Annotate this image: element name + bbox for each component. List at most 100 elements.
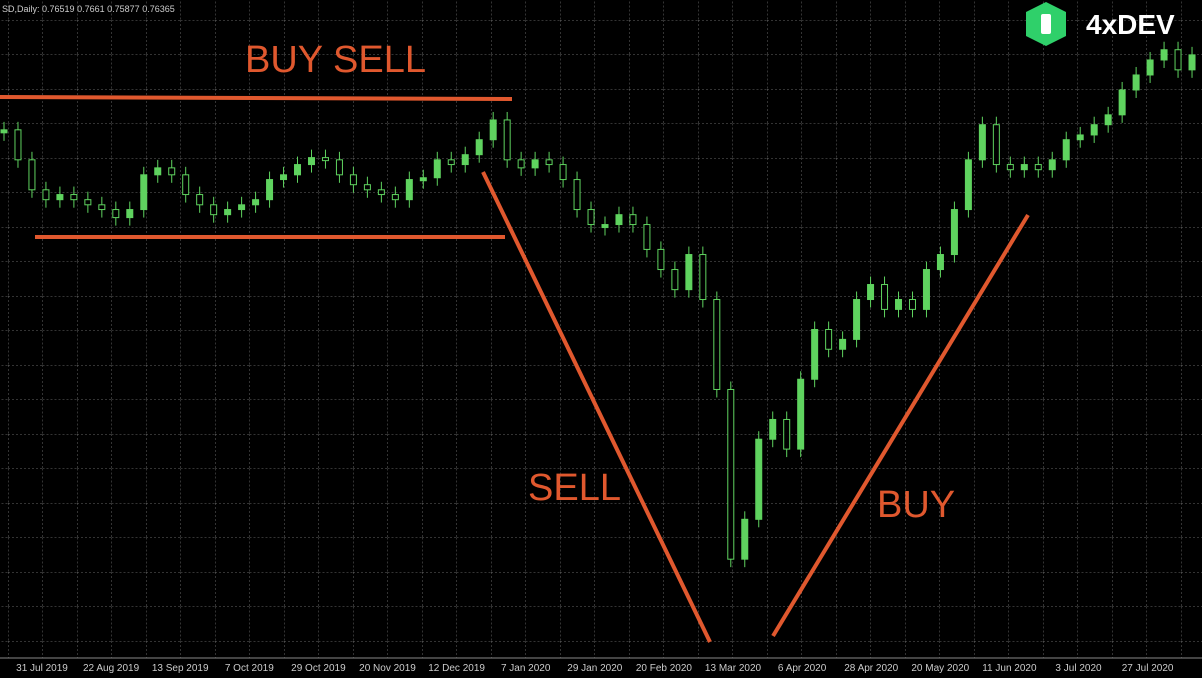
annotation: BUY SELL xyxy=(245,39,426,81)
candle xyxy=(140,174,148,211)
resistance-line xyxy=(0,95,513,101)
x-tick-label: 6 Apr 2020 xyxy=(778,663,827,674)
candle xyxy=(517,159,525,169)
candle xyxy=(14,129,22,161)
candle xyxy=(70,194,78,201)
x-axis-labels: 31 Jul 2019 22 Aug 2019 13 Sep 2019 7 Oct 2… xyxy=(16,663,1174,674)
candle xyxy=(489,119,497,141)
candle xyxy=(42,189,50,201)
candle xyxy=(335,159,343,176)
candle xyxy=(1146,59,1154,76)
annotation: SELL xyxy=(528,467,621,509)
logo-icon xyxy=(1041,14,1051,34)
candle xyxy=(811,329,819,380)
candle xyxy=(741,518,749,560)
x-tick-label: 22 Aug 2019 xyxy=(83,663,140,674)
candle xyxy=(126,209,134,219)
buy-line xyxy=(771,213,1030,638)
x-tick-label: 29 Jan 2020 xyxy=(567,663,622,674)
x-tick-label: 3 Jul 2020 xyxy=(1055,663,1102,674)
candle xyxy=(1160,49,1168,61)
candle xyxy=(1174,49,1182,71)
sell-line xyxy=(481,171,712,643)
candle xyxy=(196,194,204,206)
ohlc: 0.76519 xyxy=(42,4,75,14)
candle xyxy=(936,254,944,271)
x-tick-label: 20 May 2020 xyxy=(911,663,969,674)
ohlc: 0.76365 xyxy=(142,4,175,14)
candle xyxy=(629,214,637,226)
candle xyxy=(1034,164,1042,171)
x-tick-label: 31 Jul 2019 xyxy=(16,663,68,674)
candle xyxy=(908,299,916,310)
candle xyxy=(1104,114,1112,126)
candle xyxy=(28,159,36,191)
candle xyxy=(559,164,567,181)
candle xyxy=(657,248,665,271)
candle xyxy=(182,174,190,196)
candle xyxy=(950,209,958,256)
x-tick-label: 7 Jan 2020 xyxy=(501,663,551,674)
candle xyxy=(56,194,64,201)
candle xyxy=(727,388,735,560)
x-tick-label: 12 Dec 2019 xyxy=(428,663,485,674)
header: SD,Daily: 0.76519 0.7661 0.75877 0.76365 xyxy=(2,4,175,14)
candle xyxy=(1006,164,1014,171)
candles xyxy=(0,41,1196,568)
logo-text: 4xDEV xyxy=(1086,9,1175,40)
candle xyxy=(391,194,399,201)
candle xyxy=(713,299,721,390)
candle xyxy=(825,329,833,350)
candle xyxy=(112,209,120,219)
candle xyxy=(895,299,903,310)
trend-lines xyxy=(0,95,1030,643)
candle xyxy=(922,269,930,310)
candle xyxy=(475,139,483,156)
candle xyxy=(685,254,693,291)
candle xyxy=(238,204,246,211)
candle xyxy=(1020,164,1028,171)
candle xyxy=(154,167,162,176)
ohlc: 0.7661 xyxy=(77,4,105,14)
ohlc: 0.75877 xyxy=(107,4,140,14)
candle xyxy=(1188,54,1196,71)
annotation: BUY xyxy=(877,484,955,526)
candle xyxy=(978,124,986,161)
candle xyxy=(1090,124,1098,136)
candle xyxy=(671,269,679,291)
x-tick-label: 20 Feb 2020 xyxy=(636,663,693,674)
candle xyxy=(867,284,875,301)
candle xyxy=(1062,139,1070,161)
candle xyxy=(839,338,847,350)
candle xyxy=(98,204,106,211)
candle xyxy=(699,254,707,301)
candle xyxy=(531,159,539,169)
candle xyxy=(377,189,385,196)
candle xyxy=(573,179,581,211)
grid xyxy=(0,0,1202,658)
candle xyxy=(349,174,357,186)
candle xyxy=(881,284,889,310)
candle xyxy=(266,179,274,201)
candle xyxy=(797,378,805,450)
candle xyxy=(84,199,92,206)
candle xyxy=(964,159,972,211)
candle xyxy=(321,157,329,162)
candle xyxy=(643,224,651,250)
x-tick-label: 28 Apr 2020 xyxy=(844,663,898,674)
candle xyxy=(433,159,441,179)
candle xyxy=(280,174,288,181)
x-tick-label: 20 Nov 2019 xyxy=(359,663,416,674)
candle xyxy=(447,159,455,166)
candle xyxy=(615,214,623,226)
candle xyxy=(853,299,861,340)
x-tick-label: 13 Mar 2020 xyxy=(705,663,762,674)
candle xyxy=(0,129,8,134)
candle xyxy=(783,418,791,450)
candle xyxy=(545,159,553,166)
candle xyxy=(503,119,511,161)
candle xyxy=(168,167,176,176)
candle xyxy=(210,204,218,216)
